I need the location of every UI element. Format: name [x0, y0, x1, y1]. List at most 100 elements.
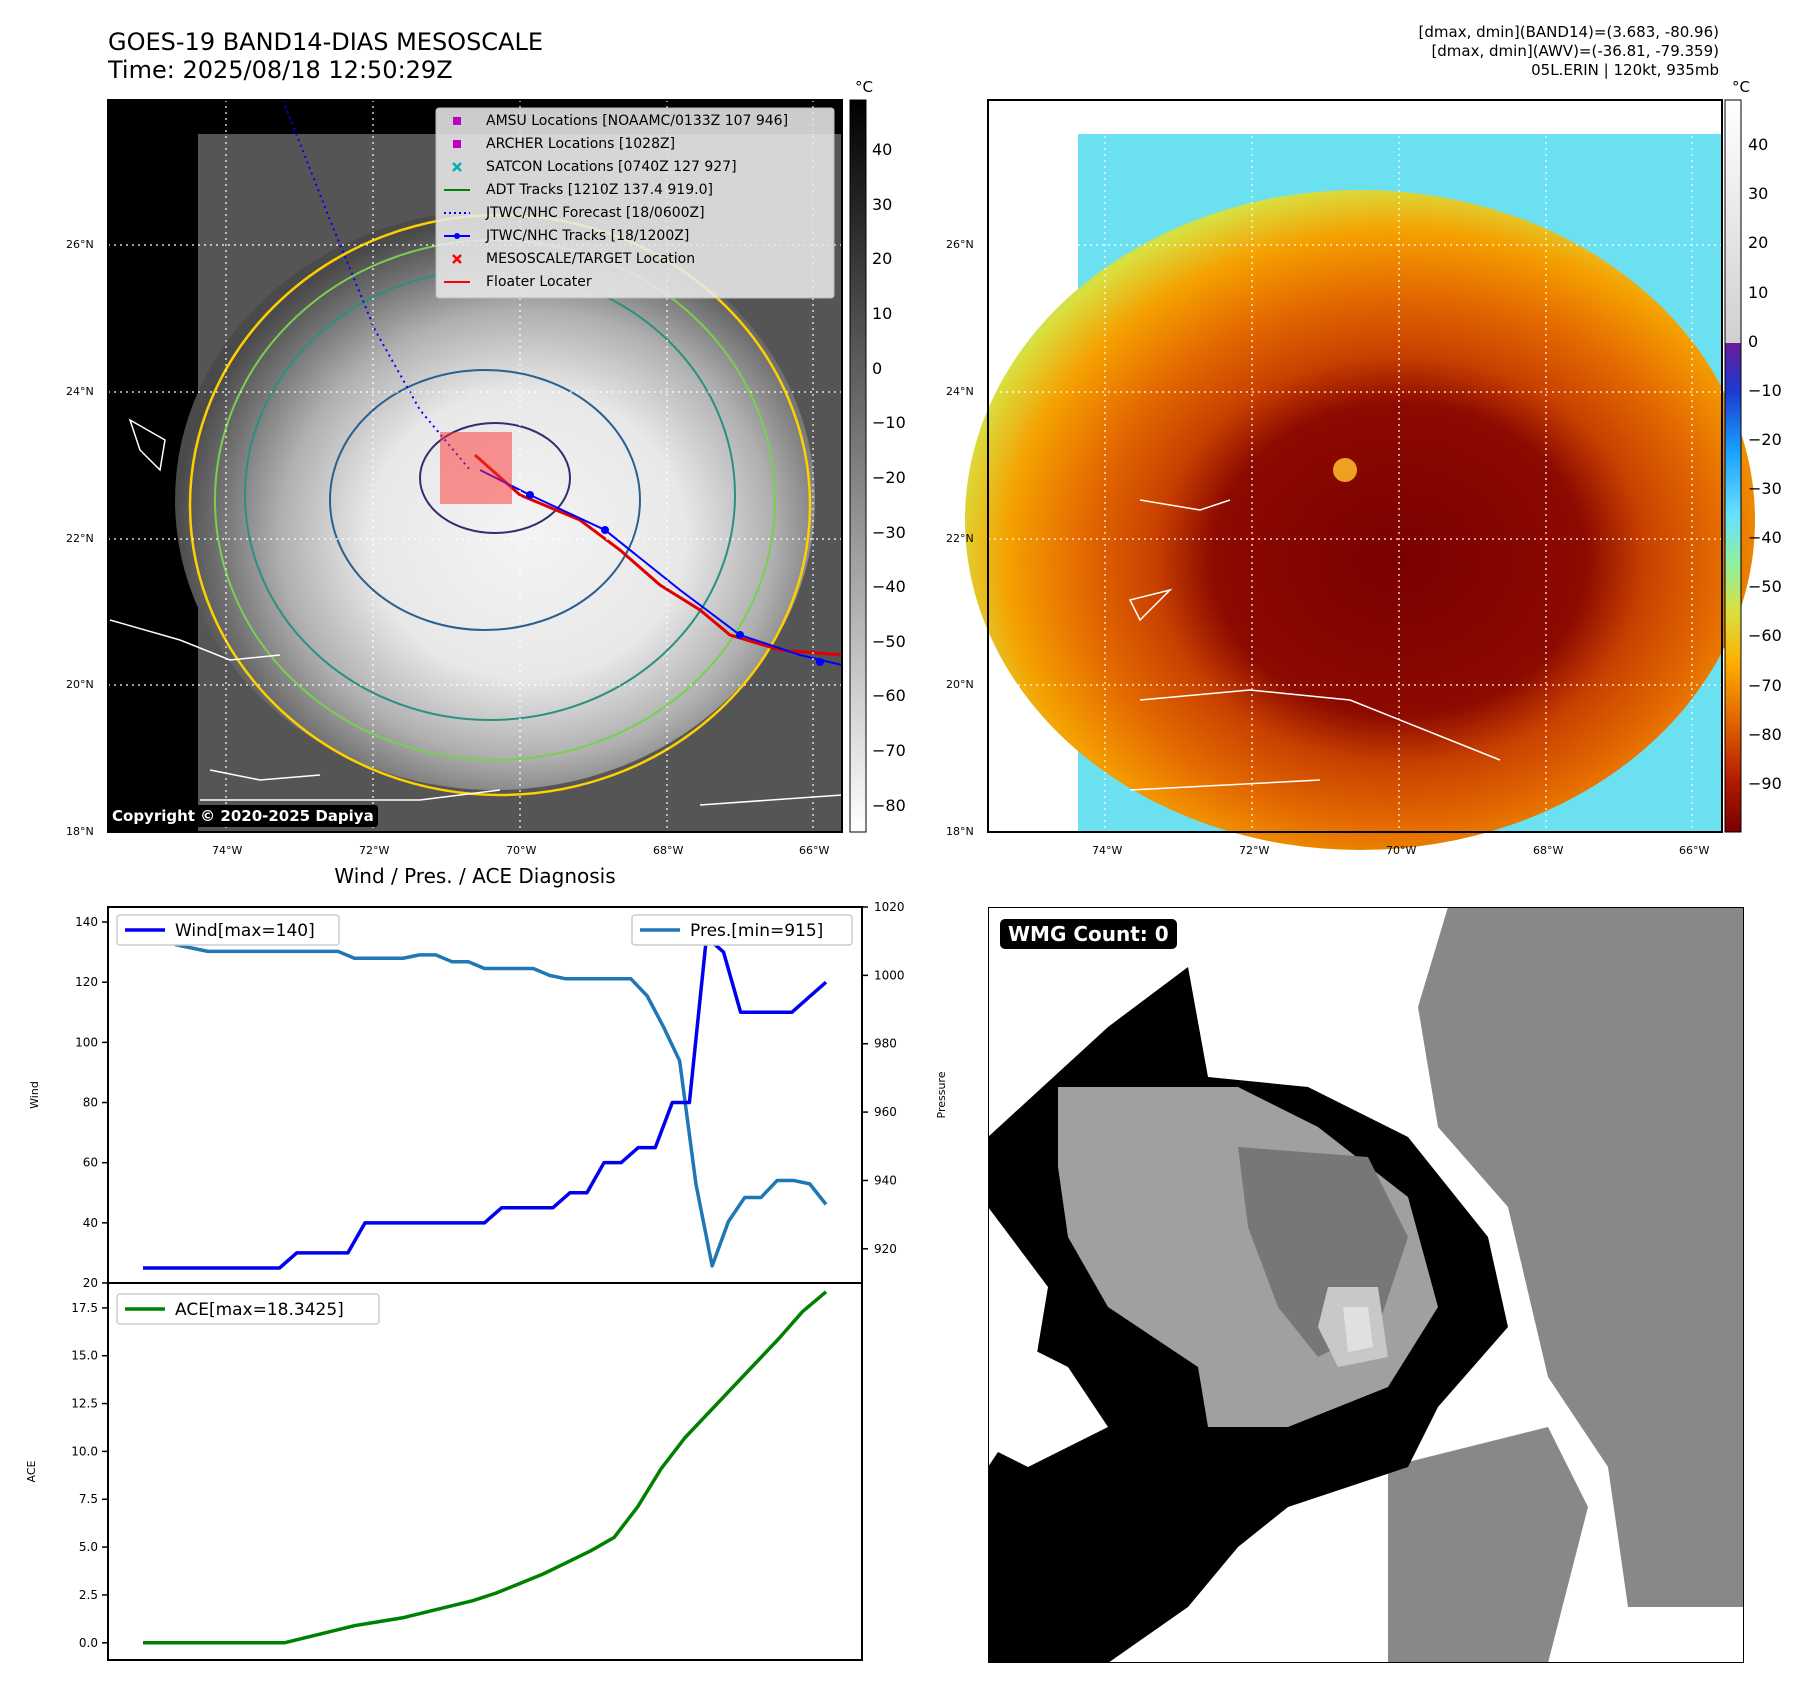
legend-entry: JTWC/NHC Forecast [18/0600Z] [442, 202, 832, 224]
legend-marker-icon [442, 179, 472, 208]
ir-colorbar-tick: −80 [872, 795, 906, 815]
dias-colorbar-tick: 0 [1748, 331, 1759, 351]
wmg-panel [988, 907, 1744, 1663]
ace-tick-label: 5.0 [79, 1540, 98, 1554]
pressure-tick-label: 1000 [874, 968, 905, 982]
dias-colorbar-tick: −80 [1748, 724, 1782, 744]
legend-marker-icon [442, 225, 472, 254]
dias-colorbar-tick: 40 [1748, 135, 1769, 155]
pressure-tick-label: 960 [874, 1105, 897, 1119]
ace-tick-label: 15.0 [71, 1349, 98, 1363]
map-lon-label: 66°W [799, 844, 830, 857]
storm-info-text: 05L.ERIN | 120kt, 935mb [1531, 61, 1719, 79]
ir-colorbar-tick: 30 [872, 194, 893, 214]
awv-range-text: [dmax, dmin](AWV)=(-36.81, -79.359) [1431, 42, 1719, 60]
legend-marker-icon [442, 133, 472, 162]
pressure-tick-label: 920 [874, 1242, 897, 1256]
map-legend [435, 107, 835, 299]
dias-colorbar-tick: −10 [1748, 380, 1782, 400]
wmg-count-text: WMG Count: 0 [1000, 919, 1177, 949]
ir-colorbar-tick: 0 [872, 358, 883, 378]
dias-colorbar-tick: 30 [1748, 184, 1769, 204]
wind-tick-label: 40 [83, 1216, 98, 1230]
ir-colorbar-tick: −20 [872, 467, 906, 487]
pressure-series-line [143, 922, 828, 1268]
chart-title: GOES-19 BAND14-DIAS MESOSCALE [108, 28, 544, 56]
wind-legend-label: Wind[max=140] [175, 921, 315, 941]
copyright-badge: Copyright © 2020-2025 Dapiya [108, 805, 378, 827]
legend-entry: MESOSCALE/TARGET Location [442, 248, 832, 270]
ir-colorbar [849, 99, 867, 833]
dias-colorbar [1724, 99, 1742, 833]
pressure-legend: Pres.[min=915] [631, 914, 853, 946]
legend-entry: Floater Locater [442, 271, 832, 293]
ir-colorbar-tick: −60 [872, 686, 906, 706]
map-lon-label: 74°W [212, 844, 243, 857]
map-lat-label: 24°N [946, 385, 974, 398]
ir-colorbar-tick: 10 [872, 304, 893, 324]
ace-series-line [143, 1290, 828, 1645]
wind-tick-label: 20 [83, 1276, 98, 1290]
legend-marker-icon [442, 248, 472, 277]
legend-label: ARCHER Locations [1028Z] [486, 136, 676, 152]
ir-colorbar-tick: −10 [872, 413, 906, 433]
map-lon-label: 68°W [653, 844, 684, 857]
dias-colorbar-tick: −50 [1748, 577, 1782, 597]
map-lon-label: 70°W [506, 844, 537, 857]
ace-legend-label: ACE[max=18.3425] [175, 1300, 344, 1320]
pressure-legend-label: Pres.[min=915] [690, 921, 823, 941]
ace-tick-label: 10.0 [71, 1444, 98, 1458]
ace-tick-label: 17.5 [71, 1301, 98, 1315]
wind-tick-label: 100 [75, 1035, 98, 1049]
wind-tick-label: 120 [75, 975, 98, 989]
pressure-tick-label: 1020 [874, 900, 905, 914]
ace-tick-label: 7.5 [79, 1492, 98, 1506]
wmg-count-badge: WMG Count: 0 [1000, 919, 1177, 949]
ir-colorbar-tick: −40 [872, 577, 906, 597]
legend-entry: SATCON Locations [0740Z 127 927] [442, 156, 832, 178]
legend-entry: ADT Tracks [1210Z 137.4 919.0] [442, 179, 832, 201]
map-lat-label: 18°N [66, 825, 94, 838]
legend-marker-icon [442, 110, 472, 139]
wmg-region [1343, 1307, 1373, 1352]
map-lat-label: 26°N [946, 238, 974, 251]
map-lon-label: 72°W [1239, 844, 1270, 857]
wmg-region [1388, 1427, 1588, 1663]
dias-colorbar-tick: −60 [1748, 626, 1782, 646]
map-lat-label: 18°N [946, 825, 974, 838]
dias-colorbar-tick: 10 [1748, 282, 1769, 302]
ir-colorbar-tick: −50 [872, 631, 906, 651]
map-lat-label: 22°N [66, 532, 94, 545]
diagnosis-chart: 140 120 100 80 60 40 20 1020 1000 980 960 940 920 17.… [25, 900, 948, 1661]
pressure-tick-label: 940 [874, 1173, 897, 1187]
ace-tick-label: 12.5 [71, 1397, 98, 1411]
dias-colorbar-tick: −70 [1748, 675, 1782, 695]
wmg-region [1418, 907, 1744, 1607]
ir-colorbar-tick: −70 [872, 741, 906, 761]
legend-label: JTWC/NHC Forecast [18/0600Z] [486, 205, 705, 221]
dias-colorbar-tick: −40 [1748, 528, 1782, 548]
ace-tick-label: 2.5 [79, 1588, 98, 1602]
ir-colorbar-tick: 40 [872, 140, 893, 160]
legend-label: SATCON Locations [0740Z 127 927] [486, 159, 737, 175]
pressure-tick-label: 980 [874, 1037, 897, 1051]
map-lat-label: 20°N [946, 678, 974, 691]
dias-colorbar-tick: 20 [1748, 233, 1769, 253]
legend-marker-icon [442, 156, 472, 185]
map-lon-label: 72°W [359, 844, 390, 857]
map-lon-label: 70°W [1386, 844, 1417, 857]
wmg-region [988, 1327, 1108, 1467]
legend-label: ADT Tracks [1210Z 137.4 919.0] [486, 182, 713, 198]
map-lon-label: 68°W [1533, 844, 1564, 857]
legend-label: MESOSCALE/TARGET Location [486, 251, 696, 267]
ace-axis-label: ACE [25, 1460, 38, 1482]
legend-label: JTWC/NHC Tracks [18/1200Z] [486, 228, 690, 244]
wind-tick-label: 80 [83, 1096, 98, 1110]
wind-axis-label: Wind [28, 1081, 41, 1109]
legend-entry: JTWC/NHC Tracks [18/1200Z] [442, 225, 832, 247]
ir-colorbar-unit: °C [855, 78, 873, 96]
copyright-text: Copyright © 2020-2025 Dapiya [108, 805, 378, 827]
chart-time: Time: 2025/08/18 12:50:29Z [108, 56, 453, 84]
legend-label: AMSU Locations [NOAAMC/0133Z 107 946] [486, 113, 789, 129]
pressure-axis-label: Pressure [935, 1071, 948, 1118]
